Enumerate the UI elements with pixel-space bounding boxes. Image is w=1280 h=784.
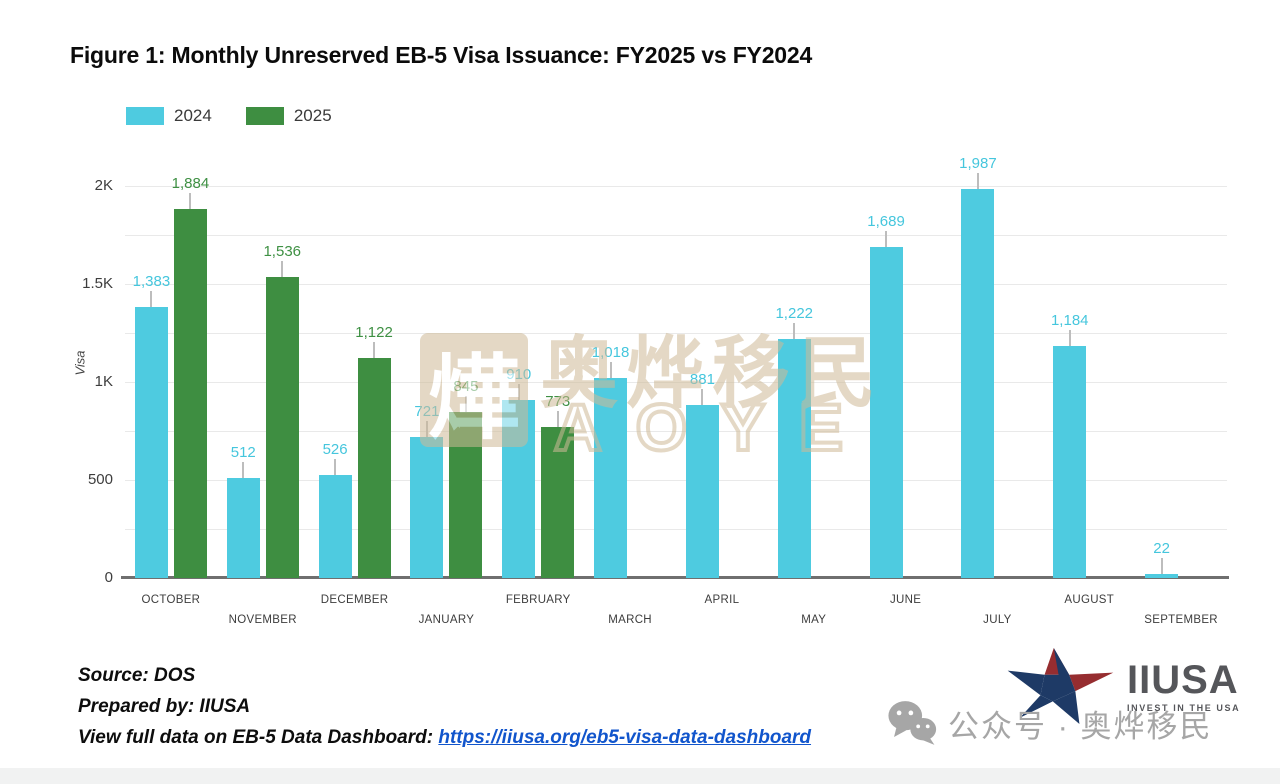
x-axis-label-june: JUNE xyxy=(889,594,922,606)
y-tick-0: 0 xyxy=(104,569,113,586)
bar-leader-line xyxy=(701,389,704,406)
bar-2025-november[interactable] xyxy=(265,276,299,578)
dashboard-link[interactable]: https://iiusa.org/eb5-visa-data-dashboar… xyxy=(438,727,812,748)
x-axis-label-september: SEPTEMBER xyxy=(1144,614,1218,626)
chart-legend: 2024 2025 xyxy=(126,106,332,126)
x-axis-label-april: APRIL xyxy=(704,594,740,606)
x-axis-label-february: FEBRUARY xyxy=(505,594,571,606)
gridline-1500 xyxy=(125,283,1227,285)
bar-leader-line xyxy=(281,260,284,277)
bar-2025-february[interactable] xyxy=(541,426,575,578)
bar-2024-september[interactable] xyxy=(1145,573,1179,578)
bar-2024-january[interactable] xyxy=(410,436,444,578)
bar-2024-october[interactable] xyxy=(134,306,168,578)
figure-title: Figure 1: Monthly Unreserved EB-5 Visa I… xyxy=(70,42,813,68)
bar-2025-december[interactable] xyxy=(357,358,391,578)
legend-item-2025[interactable]: 2025 xyxy=(245,106,332,126)
bar-leader-line xyxy=(556,410,559,427)
y-tick-1.5K: 1.5K xyxy=(82,275,113,292)
x-axis-label-october: OCTOBER xyxy=(141,594,201,606)
bar-value-2024-june: 1,689 xyxy=(867,212,905,230)
bar-leader-line xyxy=(425,420,428,437)
footer-prepared-by: Prepared by: IIUSA xyxy=(78,696,251,717)
bar-2024-august[interactable] xyxy=(1053,345,1087,578)
iiusa-logo-name: IIUSA xyxy=(1127,657,1239,702)
y-tick-2K: 2K xyxy=(94,177,113,194)
x-axis-label-july: JULY xyxy=(983,614,1012,626)
bar-value-2025-november: 1,536 xyxy=(263,242,302,260)
bar-leader-line xyxy=(793,322,796,339)
iiusa-logo-tagline: INVEST IN THE USA xyxy=(1127,702,1241,713)
bar-leader-line xyxy=(976,172,979,189)
legend-swatch-2025 xyxy=(245,107,284,125)
bar-leader-line xyxy=(150,290,153,307)
bar-value-2025-january: 845 xyxy=(453,378,479,396)
bar-2024-june[interactable] xyxy=(869,246,903,578)
bar-leader-line xyxy=(189,192,192,209)
gridline-1250 xyxy=(125,332,1227,334)
bar-leader-line xyxy=(464,396,467,413)
y-axis-title: Visa xyxy=(72,350,88,376)
y-tick-500: 500 xyxy=(87,471,113,488)
bar-value-2024-march: 1,018 xyxy=(591,344,630,362)
bar-2024-july[interactable] xyxy=(961,188,995,578)
legend-label-2024: 2024 xyxy=(174,106,212,125)
legend-item-2024[interactable]: 2024 xyxy=(126,106,212,126)
bar-leader-line xyxy=(334,458,337,475)
iiusa-star-icon xyxy=(1007,648,1114,724)
bar-leader-line xyxy=(373,342,376,359)
x-axis-label-december: DECEMBER xyxy=(320,594,389,606)
gridline-250 xyxy=(125,528,1227,530)
x-axis-line xyxy=(121,576,1229,579)
wechat-icon xyxy=(888,701,937,745)
footer-source: Source: DOS xyxy=(78,665,196,686)
bar-leader-line xyxy=(1068,329,1071,346)
bar-2024-november[interactable] xyxy=(226,477,260,578)
bottom-strip xyxy=(0,768,1280,784)
bar-2025-january[interactable] xyxy=(449,412,483,578)
gridline-1000 xyxy=(125,381,1227,383)
bar-2024-april[interactable] xyxy=(685,405,719,578)
bar-value-2025-february: 773 xyxy=(545,392,571,410)
bar-value-2024-july: 1,987 xyxy=(959,154,997,172)
bar-2024-may[interactable] xyxy=(777,338,811,578)
chart-plot: 0 500 1K 1.5K 2K 1,383 512 526 721 910 1,018 881 1,2… xyxy=(82,155,1229,626)
bar-value-2025-october: 1,884 xyxy=(171,174,210,192)
x-axis-label-may: MAY xyxy=(801,614,827,626)
x-axis-label-november: NOVEMBER xyxy=(228,614,297,626)
bar-leader-line xyxy=(885,230,888,247)
x-axis-label-august: AUGUST xyxy=(1064,594,1115,606)
footer-dashboard-line: View full data on EB-5 Data Dashboard: h… xyxy=(78,722,811,753)
bar-2024-december[interactable] xyxy=(318,474,352,578)
bar-leader-line xyxy=(609,362,612,379)
gridline-750 xyxy=(125,430,1227,432)
iiusa-logo: IIUSA INVEST IN THE USA xyxy=(1005,646,1240,726)
bar-value-2024-october: 1,383 xyxy=(132,272,171,290)
bar-value-2024-december: 526 xyxy=(322,440,348,458)
footer-dashboard-label: View full data on EB-5 Data Dashboard: xyxy=(78,727,439,748)
bar-value-2024-may: 1,222 xyxy=(775,304,814,322)
gridline-1750 xyxy=(125,234,1227,236)
bar-2024-february[interactable] xyxy=(502,399,536,578)
bar-2025-october[interactable] xyxy=(173,208,207,578)
gridline-500 xyxy=(125,479,1227,481)
x-axis-label-january: JANUARY xyxy=(418,614,475,626)
bar-2024-march[interactable] xyxy=(594,378,628,578)
bar-leader-line xyxy=(242,461,245,478)
y-tick-1K: 1K xyxy=(94,373,113,390)
legend-swatch-2024 xyxy=(126,107,164,125)
bar-value-2024-september: 22 xyxy=(1153,539,1170,557)
gridline-2000 xyxy=(125,185,1227,187)
legend-label-2025: 2025 xyxy=(293,106,332,125)
bar-value-2025-december: 1,122 xyxy=(355,324,393,342)
footer-notes: Source: DOS Prepared by: IIUSA View full… xyxy=(78,660,811,753)
x-axis-label-march: MARCH xyxy=(608,614,652,626)
bar-value-2024-august: 1,184 xyxy=(1050,311,1089,329)
bar-leader-line xyxy=(1160,557,1163,574)
bar-value-2024-november: 512 xyxy=(230,443,256,461)
bar-value-2024-april: 881 xyxy=(689,371,715,389)
